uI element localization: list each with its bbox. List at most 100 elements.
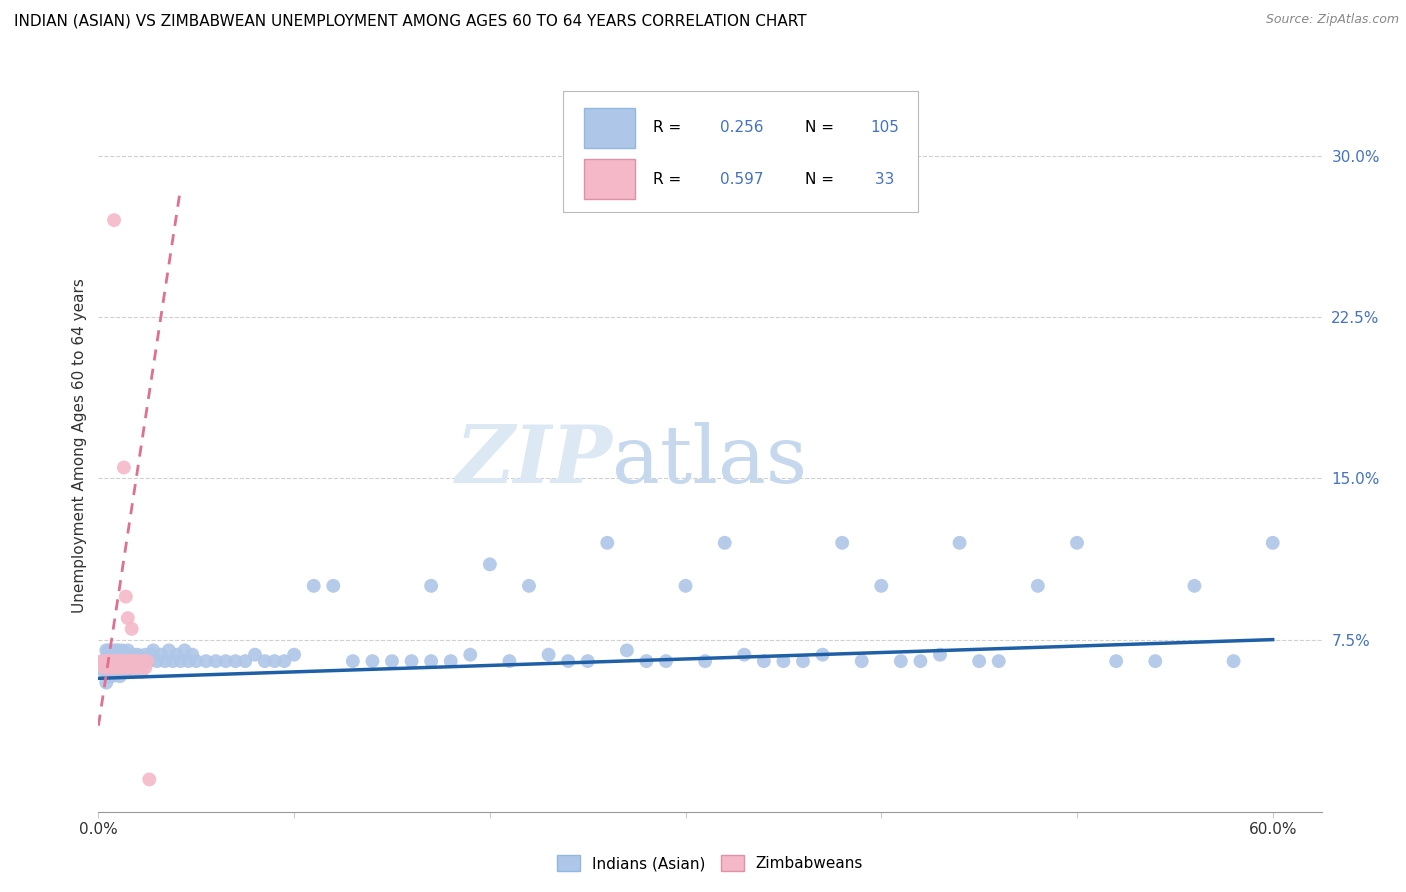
Point [157, 643, 180, 657]
Point [136, 654, 159, 668]
Point [107, 643, 129, 657]
Point [752, 654, 775, 668]
Point [103, 213, 125, 227]
Point [596, 536, 619, 550]
Point [97, 643, 120, 657]
Point [162, 654, 184, 668]
Text: N =: N = [806, 120, 839, 136]
Point [97, 654, 120, 668]
Point [890, 654, 912, 668]
Point [108, 660, 131, 674]
Point [97, 669, 120, 683]
Point [131, 665, 153, 679]
Point [141, 648, 163, 662]
Point [101, 654, 124, 668]
Point [117, 643, 139, 657]
Point [713, 536, 735, 550]
Point [576, 654, 599, 668]
Point [105, 643, 128, 657]
Legend: Indians (Asian), Zimbabweans: Indians (Asian), Zimbabweans [551, 849, 869, 877]
Point [105, 654, 128, 668]
Point [97, 660, 120, 674]
Point [381, 654, 404, 668]
Point [224, 654, 246, 668]
Text: 0.256: 0.256 [720, 120, 763, 136]
Point [118, 660, 141, 674]
Point [517, 579, 540, 593]
Point [107, 654, 129, 668]
Point [1066, 536, 1088, 550]
Point [96, 643, 118, 657]
Point [117, 654, 139, 668]
FancyBboxPatch shape [583, 108, 636, 148]
Point [146, 654, 169, 668]
Point [96, 654, 118, 668]
Point [101, 660, 124, 674]
Point [233, 654, 256, 668]
Point [131, 660, 153, 674]
Point [811, 648, 834, 662]
Point [792, 654, 814, 668]
Point [121, 665, 143, 679]
Point [401, 654, 423, 668]
Point [122, 648, 145, 662]
Point [112, 460, 135, 475]
Point [153, 654, 176, 668]
Point [273, 654, 295, 668]
Point [166, 648, 188, 662]
Point [1026, 579, 1049, 593]
Point [128, 654, 150, 668]
Point [93, 660, 115, 674]
Text: INDIAN (ASIAN) VS ZIMBABWEAN UNEMPLOYMENT AMONG AGES 60 TO 64 YEARS CORRELATION : INDIAN (ASIAN) VS ZIMBABWEAN UNEMPLOYMEN… [14, 13, 807, 29]
Point [851, 654, 873, 668]
Point [214, 654, 236, 668]
Point [121, 622, 143, 636]
Point [105, 660, 128, 674]
Point [108, 654, 131, 668]
Point [108, 654, 131, 668]
Text: R =: R = [652, 120, 686, 136]
Point [695, 654, 717, 668]
Point [636, 654, 658, 668]
Point [101, 643, 124, 657]
Point [128, 654, 150, 668]
Point [111, 643, 134, 657]
Point [557, 654, 579, 668]
Point [124, 654, 146, 668]
Point [132, 654, 155, 668]
Point [91, 654, 114, 668]
Point [91, 654, 114, 668]
Point [1144, 654, 1167, 668]
Point [537, 648, 560, 662]
Point [733, 648, 755, 662]
Point [114, 660, 136, 674]
Point [831, 536, 853, 550]
Point [98, 654, 121, 668]
Point [1222, 654, 1244, 668]
Point [1184, 579, 1206, 593]
Text: 105: 105 [870, 120, 900, 136]
Point [107, 665, 129, 679]
Point [987, 654, 1010, 668]
FancyBboxPatch shape [583, 159, 636, 199]
Point [322, 579, 344, 593]
Point [142, 643, 165, 657]
Point [132, 654, 155, 668]
Point [107, 654, 129, 668]
Text: atlas: atlas [612, 422, 807, 500]
Point [243, 648, 266, 662]
Point [101, 654, 124, 668]
Point [134, 648, 156, 662]
Point [253, 654, 276, 668]
Point [498, 654, 520, 668]
Y-axis label: Unemployment Among Ages 60 to 64 years: Unemployment Among Ages 60 to 64 years [72, 278, 87, 614]
Point [283, 648, 305, 662]
Point [127, 660, 149, 674]
Point [124, 654, 146, 668]
Point [420, 654, 443, 668]
Point [122, 660, 145, 674]
Point [173, 643, 195, 657]
Point [1105, 654, 1128, 668]
Point [111, 654, 134, 668]
Point [114, 590, 136, 604]
